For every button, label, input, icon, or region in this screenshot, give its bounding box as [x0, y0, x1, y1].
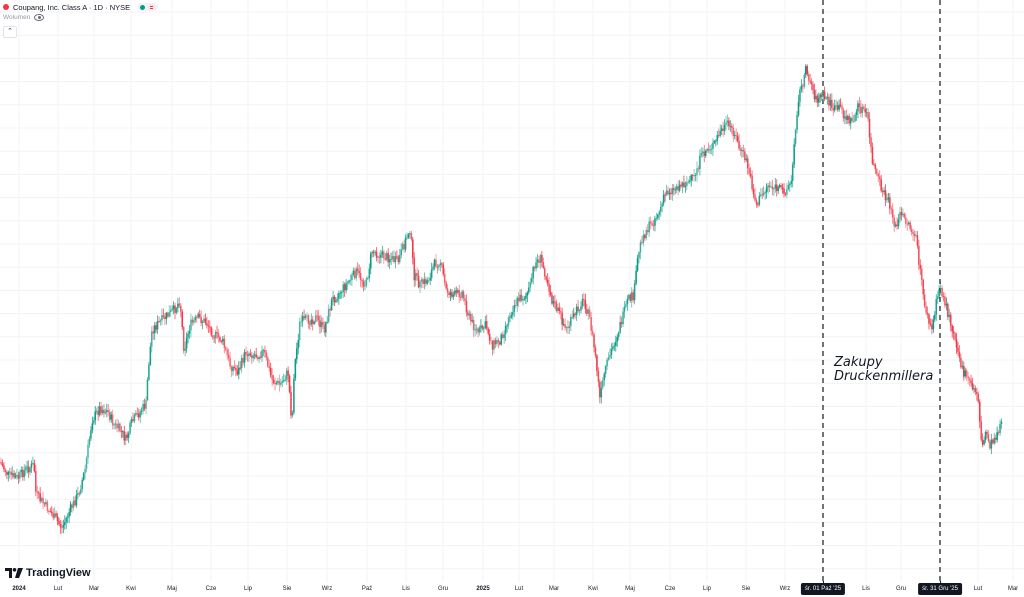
candlestick-series: [0, 64, 1003, 534]
market-open-icon: [140, 4, 146, 10]
time-axis-label: Maj: [167, 586, 177, 592]
tradingview-logo[interactable]: TradingView: [5, 567, 91, 579]
time-axis-label: Lut: [514, 586, 524, 592]
time-axis-label: Lip: [702, 586, 712, 592]
chart-grid: [0, 0, 1024, 582]
time-axis-label: Mar: [548, 586, 560, 592]
time-axis-label: Mar: [88, 586, 100, 592]
time-axis-label: Sie: [741, 586, 751, 592]
time-axis-label: Cze: [664, 586, 676, 592]
time-axis-label: Lis: [402, 586, 410, 592]
time-axis-label: 2024: [12, 586, 26, 592]
chart-legend[interactable]: Coupang, Inc. Class A · 1D · NYSE: [3, 1, 159, 13]
time-axis-label: Mar: [1007, 586, 1019, 592]
chart-annotation[interactable]: Zakupy Druckenmillera: [834, 356, 933, 384]
eye-icon[interactable]: [34, 14, 45, 21]
legend-status-pill[interactable]: [137, 3, 159, 11]
time-axis-label: Lip: [243, 586, 253, 592]
volume-indicator[interactable]: Wolumen: [3, 14, 45, 21]
time-axis-label: Gru: [895, 586, 907, 592]
time-axis-label: Lut: [973, 586, 983, 592]
collapse-legend-button[interactable]: ⌃: [3, 26, 17, 38]
tradingview-logo-text: TradingView: [26, 567, 91, 579]
time-axis-label: 2025: [476, 586, 490, 592]
time-axis-label: Gru: [437, 586, 449, 592]
date-marker-label[interactable]: śr. 31 Gru '25: [918, 581, 962, 595]
volume-label: Wolumen: [3, 14, 31, 21]
annotation-line-2: Druckenmillera: [834, 369, 934, 384]
time-axis-label: Lis: [862, 586, 870, 592]
annotation-line-1: Zakupy: [834, 355, 883, 370]
time-axis-label: Maj: [625, 586, 635, 592]
symbol-logo-icon: [3, 4, 9, 10]
time-axis-label: Sie: [282, 586, 292, 592]
time-axis-label: Paź: [361, 586, 373, 592]
time-axis-label: Kwi: [588, 586, 598, 592]
time-axis[interactable]: 2024 Lut Mar Kwi Maj Cze Lip Sie Wrz Paź Lis Gru 202…: [0, 581, 1024, 597]
time-axis-label: Lut: [53, 586, 63, 592]
time-axis-label: Wrz: [321, 586, 333, 592]
chevron-up-icon: ⌃: [7, 28, 13, 35]
time-axis-label: Kwi: [126, 586, 136, 592]
date-marker-label[interactable]: śr. 01 Paź '25: [800, 581, 846, 595]
vertical-markers: [822, 0, 941, 582]
time-axis-label: Wrz: [779, 586, 791, 592]
tradingview-mark-icon: [5, 568, 23, 578]
time-axis-label: Cze: [205, 586, 217, 592]
price-chart[interactable]: [0, 0, 1024, 582]
symbol-title[interactable]: Coupang, Inc. Class A · 1D · NYSE: [13, 2, 131, 12]
menu-icon: [148, 4, 156, 10]
